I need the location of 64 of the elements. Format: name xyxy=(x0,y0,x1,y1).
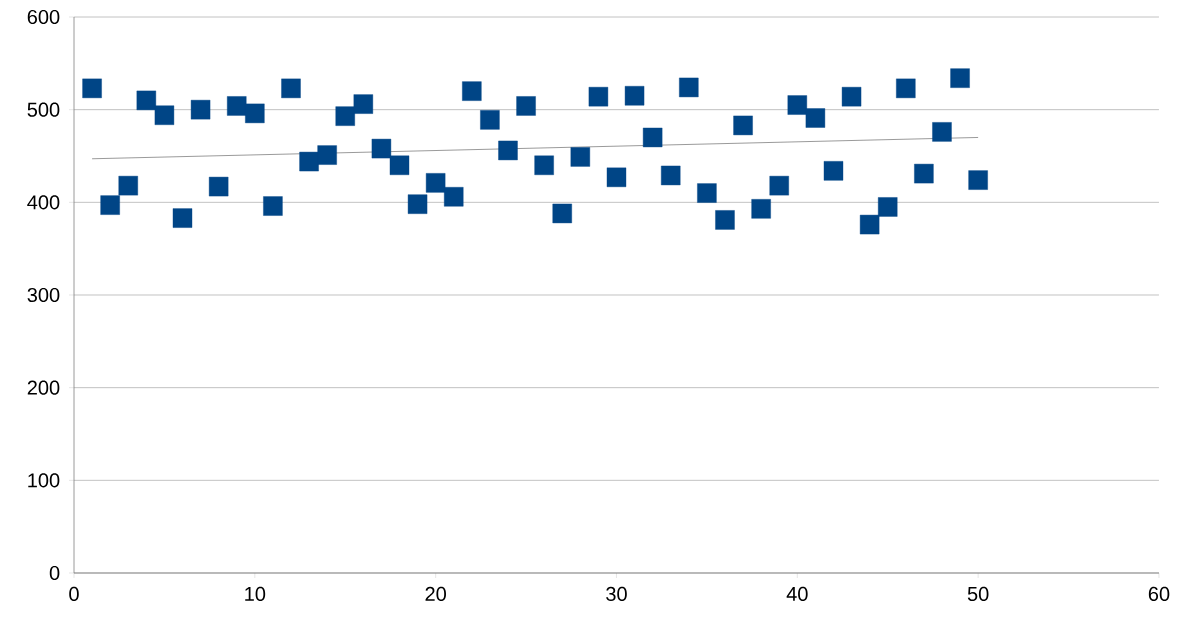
point xyxy=(444,187,464,207)
point xyxy=(859,214,880,235)
point xyxy=(733,115,753,136)
y-tick-label: 0 xyxy=(49,565,60,581)
point xyxy=(715,210,735,230)
point xyxy=(335,106,355,126)
point xyxy=(172,208,193,228)
y-tick-label: 500 xyxy=(27,102,60,117)
y-tick-label: 300 xyxy=(27,287,60,303)
point xyxy=(950,68,970,88)
point xyxy=(516,96,536,116)
y-tick-label: 100 xyxy=(28,473,60,488)
y-tick-label: 400 xyxy=(27,195,60,210)
point xyxy=(82,78,102,99)
point xyxy=(697,183,717,203)
point xyxy=(462,81,482,101)
point xyxy=(661,165,681,186)
point xyxy=(425,173,446,193)
point xyxy=(823,161,844,181)
point xyxy=(136,90,157,111)
point xyxy=(190,99,211,120)
point xyxy=(751,199,771,219)
point xyxy=(281,78,301,99)
point xyxy=(968,170,988,190)
point xyxy=(878,197,898,217)
x-tick-label: 20 xyxy=(425,586,446,602)
x-tick-label: 40 xyxy=(786,586,808,602)
point xyxy=(371,138,392,159)
point xyxy=(118,175,138,196)
point xyxy=(498,140,518,161)
point xyxy=(787,95,808,115)
point xyxy=(353,94,374,114)
point xyxy=(208,176,229,197)
point xyxy=(932,122,952,142)
point xyxy=(914,163,934,184)
x-tick-label: 10 xyxy=(245,586,266,602)
point xyxy=(896,78,916,99)
point xyxy=(407,194,428,214)
point xyxy=(245,103,265,124)
point xyxy=(552,203,572,224)
x-tick-label: 0 xyxy=(69,586,79,602)
point xyxy=(606,167,627,188)
point xyxy=(805,108,826,128)
point xyxy=(534,155,554,175)
point xyxy=(100,195,120,215)
x-tick-label: 50 xyxy=(967,586,989,602)
y-tick-label: 200 xyxy=(27,380,60,395)
point xyxy=(841,87,862,107)
point xyxy=(299,151,319,172)
point xyxy=(588,87,609,107)
x-tick-label: 60 xyxy=(1148,586,1170,602)
point xyxy=(642,127,663,148)
point xyxy=(570,147,591,167)
point xyxy=(227,96,247,116)
point xyxy=(389,155,410,175)
x-tick-label: 30 xyxy=(606,586,627,602)
point xyxy=(624,86,645,106)
point xyxy=(263,196,283,216)
point xyxy=(679,77,699,98)
point xyxy=(154,105,175,125)
point xyxy=(769,175,789,196)
point xyxy=(480,110,500,130)
y-tick-label: 600 xyxy=(27,9,60,25)
point xyxy=(317,145,337,165)
